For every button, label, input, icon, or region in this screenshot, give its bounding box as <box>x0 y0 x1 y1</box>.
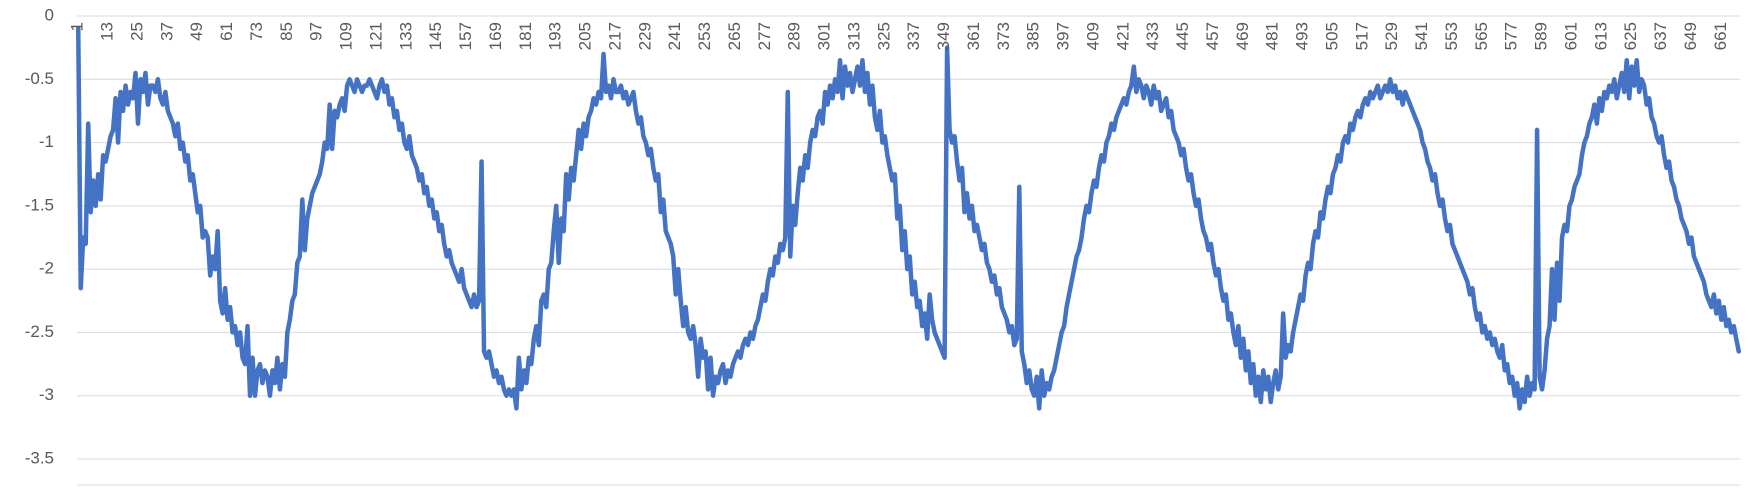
x-tick-label: 637 <box>1651 22 1670 50</box>
x-tick-label: 553 <box>1442 22 1461 50</box>
x-tick-label: 181 <box>516 22 535 50</box>
x-tick-label: 373 <box>994 22 1013 50</box>
x-tick-label: 349 <box>934 22 953 50</box>
x-tick-label: 121 <box>366 22 385 50</box>
y-tick-label: -3.5 <box>25 448 54 467</box>
x-tick-label: 25 <box>127 22 146 41</box>
y-tick-label: -1 <box>39 132 54 151</box>
x-tick-label: 493 <box>1293 22 1312 50</box>
x-tick-label: 301 <box>815 22 834 50</box>
x-tick-label: 73 <box>247 22 266 41</box>
x-tick-label: 253 <box>695 22 714 50</box>
x-tick-label: 133 <box>396 22 415 50</box>
x-tick-label: 457 <box>1203 22 1222 50</box>
x-tick-label: 85 <box>277 22 296 41</box>
x-tick-label: 265 <box>725 22 744 50</box>
x-tick-label: 205 <box>576 22 595 50</box>
x-tick-label: 13 <box>98 22 117 41</box>
x-tick-label: 625 <box>1621 22 1640 50</box>
x-tick-label: 601 <box>1561 22 1580 50</box>
x-tick-label: 649 <box>1681 22 1700 50</box>
x-tick-label: 109 <box>337 22 356 50</box>
x-tick-label: 385 <box>1024 22 1043 50</box>
x-tick-label: 193 <box>546 22 565 50</box>
y-tick-label: 0 <box>45 5 54 24</box>
x-tick-label: 145 <box>426 22 445 50</box>
x-tick-label: 589 <box>1532 22 1551 50</box>
x-tick-label: 613 <box>1591 22 1610 50</box>
x-tick-label: 169 <box>486 22 505 50</box>
y-tick-label: -1.5 <box>25 195 54 214</box>
x-tick-label: 37 <box>157 22 176 41</box>
plot-area <box>75 26 1742 411</box>
x-tick-label: 421 <box>1113 22 1132 50</box>
x-tick-label: 229 <box>635 22 654 50</box>
x-tick-label: 97 <box>307 22 326 41</box>
grid <box>77 15 1740 460</box>
x-tick-label: 361 <box>964 22 983 50</box>
y-tick-label: -2.5 <box>25 322 54 341</box>
x-tick-label: 445 <box>1173 22 1192 50</box>
x-tick-label: 397 <box>1054 22 1073 50</box>
x-tick-label: 481 <box>1263 22 1282 50</box>
x-tick-label: 313 <box>844 22 863 50</box>
y-tick-label: -2 <box>39 259 54 278</box>
labels: 0 -0.5 -1 -1.5 -2 -2.5 -3 -3.5 1 13 25 37 49 61 73 85 97… <box>25 5 1730 467</box>
x-tick-label: 337 <box>904 22 923 50</box>
x-tick-label: 49 <box>187 22 206 41</box>
x-tick-label: 517 <box>1352 22 1371 50</box>
x-tick-label: 1 <box>68 22 87 31</box>
x-tick-label: 433 <box>1143 22 1162 50</box>
x-tick-label: 661 <box>1711 22 1730 50</box>
x-tick-label: 469 <box>1233 22 1252 50</box>
x-tick-label: 289 <box>785 22 804 50</box>
x-tick-label: 325 <box>874 22 893 50</box>
x-tick-label: 529 <box>1382 22 1401 50</box>
x-tick-label: 409 <box>1083 22 1102 50</box>
data-line <box>75 26 1742 411</box>
x-tick-label: 157 <box>456 22 475 50</box>
x-tick-label: 217 <box>605 22 624 50</box>
x-tick-label: 541 <box>1412 22 1431 50</box>
x-tick-label: 565 <box>1472 22 1491 50</box>
y-tick-label: -0.5 <box>25 69 54 88</box>
x-tick-label: 61 <box>217 22 236 41</box>
x-tick-label: 241 <box>665 22 684 50</box>
x-tick-label: 505 <box>1322 22 1341 50</box>
x-tick-label: 577 <box>1502 22 1521 50</box>
x-tick-label: 277 <box>755 22 774 50</box>
y-tick-label: -3 <box>39 385 54 404</box>
